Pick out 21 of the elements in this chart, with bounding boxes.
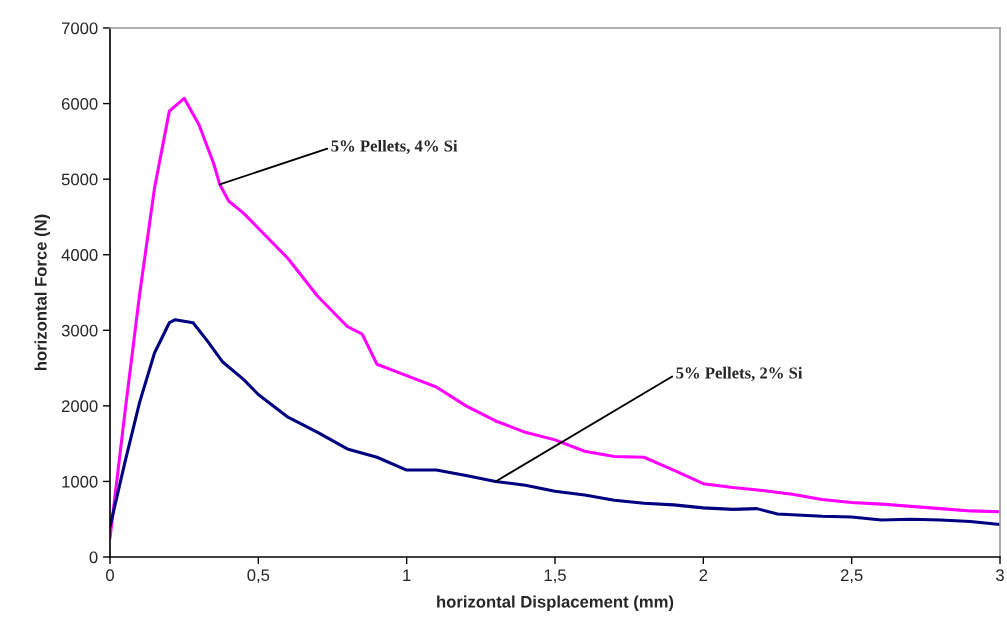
y-tick-label: 2000 — [61, 400, 98, 413]
line-series — [110, 96, 1000, 540]
line-series — [110, 318, 1000, 529]
x-tick-label: 2 — [699, 569, 708, 581]
y-axis-title: horizontal Force (N) — [34, 214, 51, 371]
annotation: 5% Pellets, 2% Si — [676, 366, 803, 382]
y-tick-label: 4000 — [61, 249, 98, 261]
y-tick-label: 3000 — [61, 324, 98, 337]
x-tick-label: 3 — [996, 569, 1004, 582]
y-tick-label: 1000 — [62, 475, 98, 488]
annotation: 5% Pellets, 4% Si — [331, 139, 458, 155]
x-tick-label: 0,5 — [247, 569, 270, 584]
x-tick-label: 1,5 — [544, 569, 566, 584]
x-axis-title: horizontal Displacement (mm) — [437, 595, 674, 611]
y-tick-label: 5000 — [61, 173, 98, 186]
x-tick-label: 0 — [106, 569, 114, 582]
y-tick-label: 6000 — [61, 97, 98, 110]
y-tick-label: 7000 — [61, 22, 98, 35]
x-tick-label: 2,5 — [840, 569, 863, 584]
x-tick-label: 1 — [403, 569, 411, 581]
y-tick-label: 0 — [89, 551, 98, 564]
